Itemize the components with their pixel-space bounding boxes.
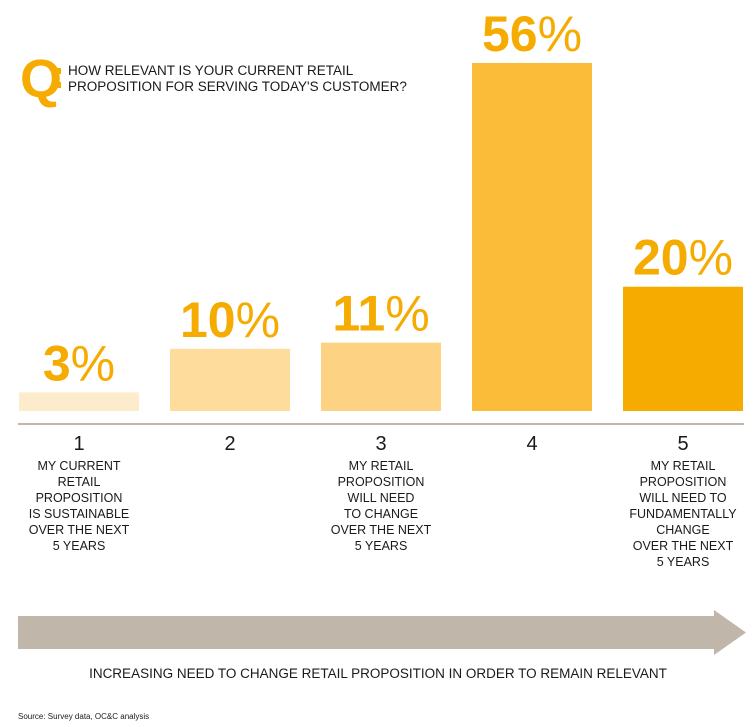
category-number-5: 5 xyxy=(677,433,689,455)
value-label-5: 20% xyxy=(633,230,733,286)
bar-2 xyxy=(170,348,290,411)
category-number-2: 2 xyxy=(224,433,236,455)
value-label-4: 56% xyxy=(482,6,582,62)
category-number-3: 3 xyxy=(375,433,387,455)
category-number-4: 4 xyxy=(526,433,538,455)
category-description-1: MY CURRENT RETAIL PROPOSITION IS SUSTAIN… xyxy=(28,459,130,553)
bar-4 xyxy=(472,63,592,411)
bar-1 xyxy=(19,392,139,411)
x-axis-caption: INCREASING NEED TO CHANGE RETAIL PROPOSI… xyxy=(89,666,667,681)
bar-3 xyxy=(321,342,441,411)
question-text: HOW RELEVANT IS YOUR CURRENT RETAIL PROP… xyxy=(68,63,407,94)
category-description-5: MY RETAIL PROPOSITION WILL NEED TO FUNDA… xyxy=(629,459,737,569)
arrow-icon xyxy=(18,610,746,655)
source-note: Source: Survey data, OC&C analysis xyxy=(18,712,150,721)
bar-chart: 3% 10% 11% 56% 20% xyxy=(18,6,744,425)
category-number-1: 1 xyxy=(73,433,85,455)
q-colon-icon xyxy=(55,64,62,94)
q-logo: Q xyxy=(20,49,62,109)
direction-arrow xyxy=(18,610,746,655)
value-label-2: 10% xyxy=(180,292,280,348)
category-description-3: MY RETAIL PROPOSITION WILL NEED TO CHANG… xyxy=(330,459,432,553)
bar-5 xyxy=(623,286,743,411)
value-label-3: 11% xyxy=(332,286,429,342)
value-label-1: 3% xyxy=(43,335,115,391)
